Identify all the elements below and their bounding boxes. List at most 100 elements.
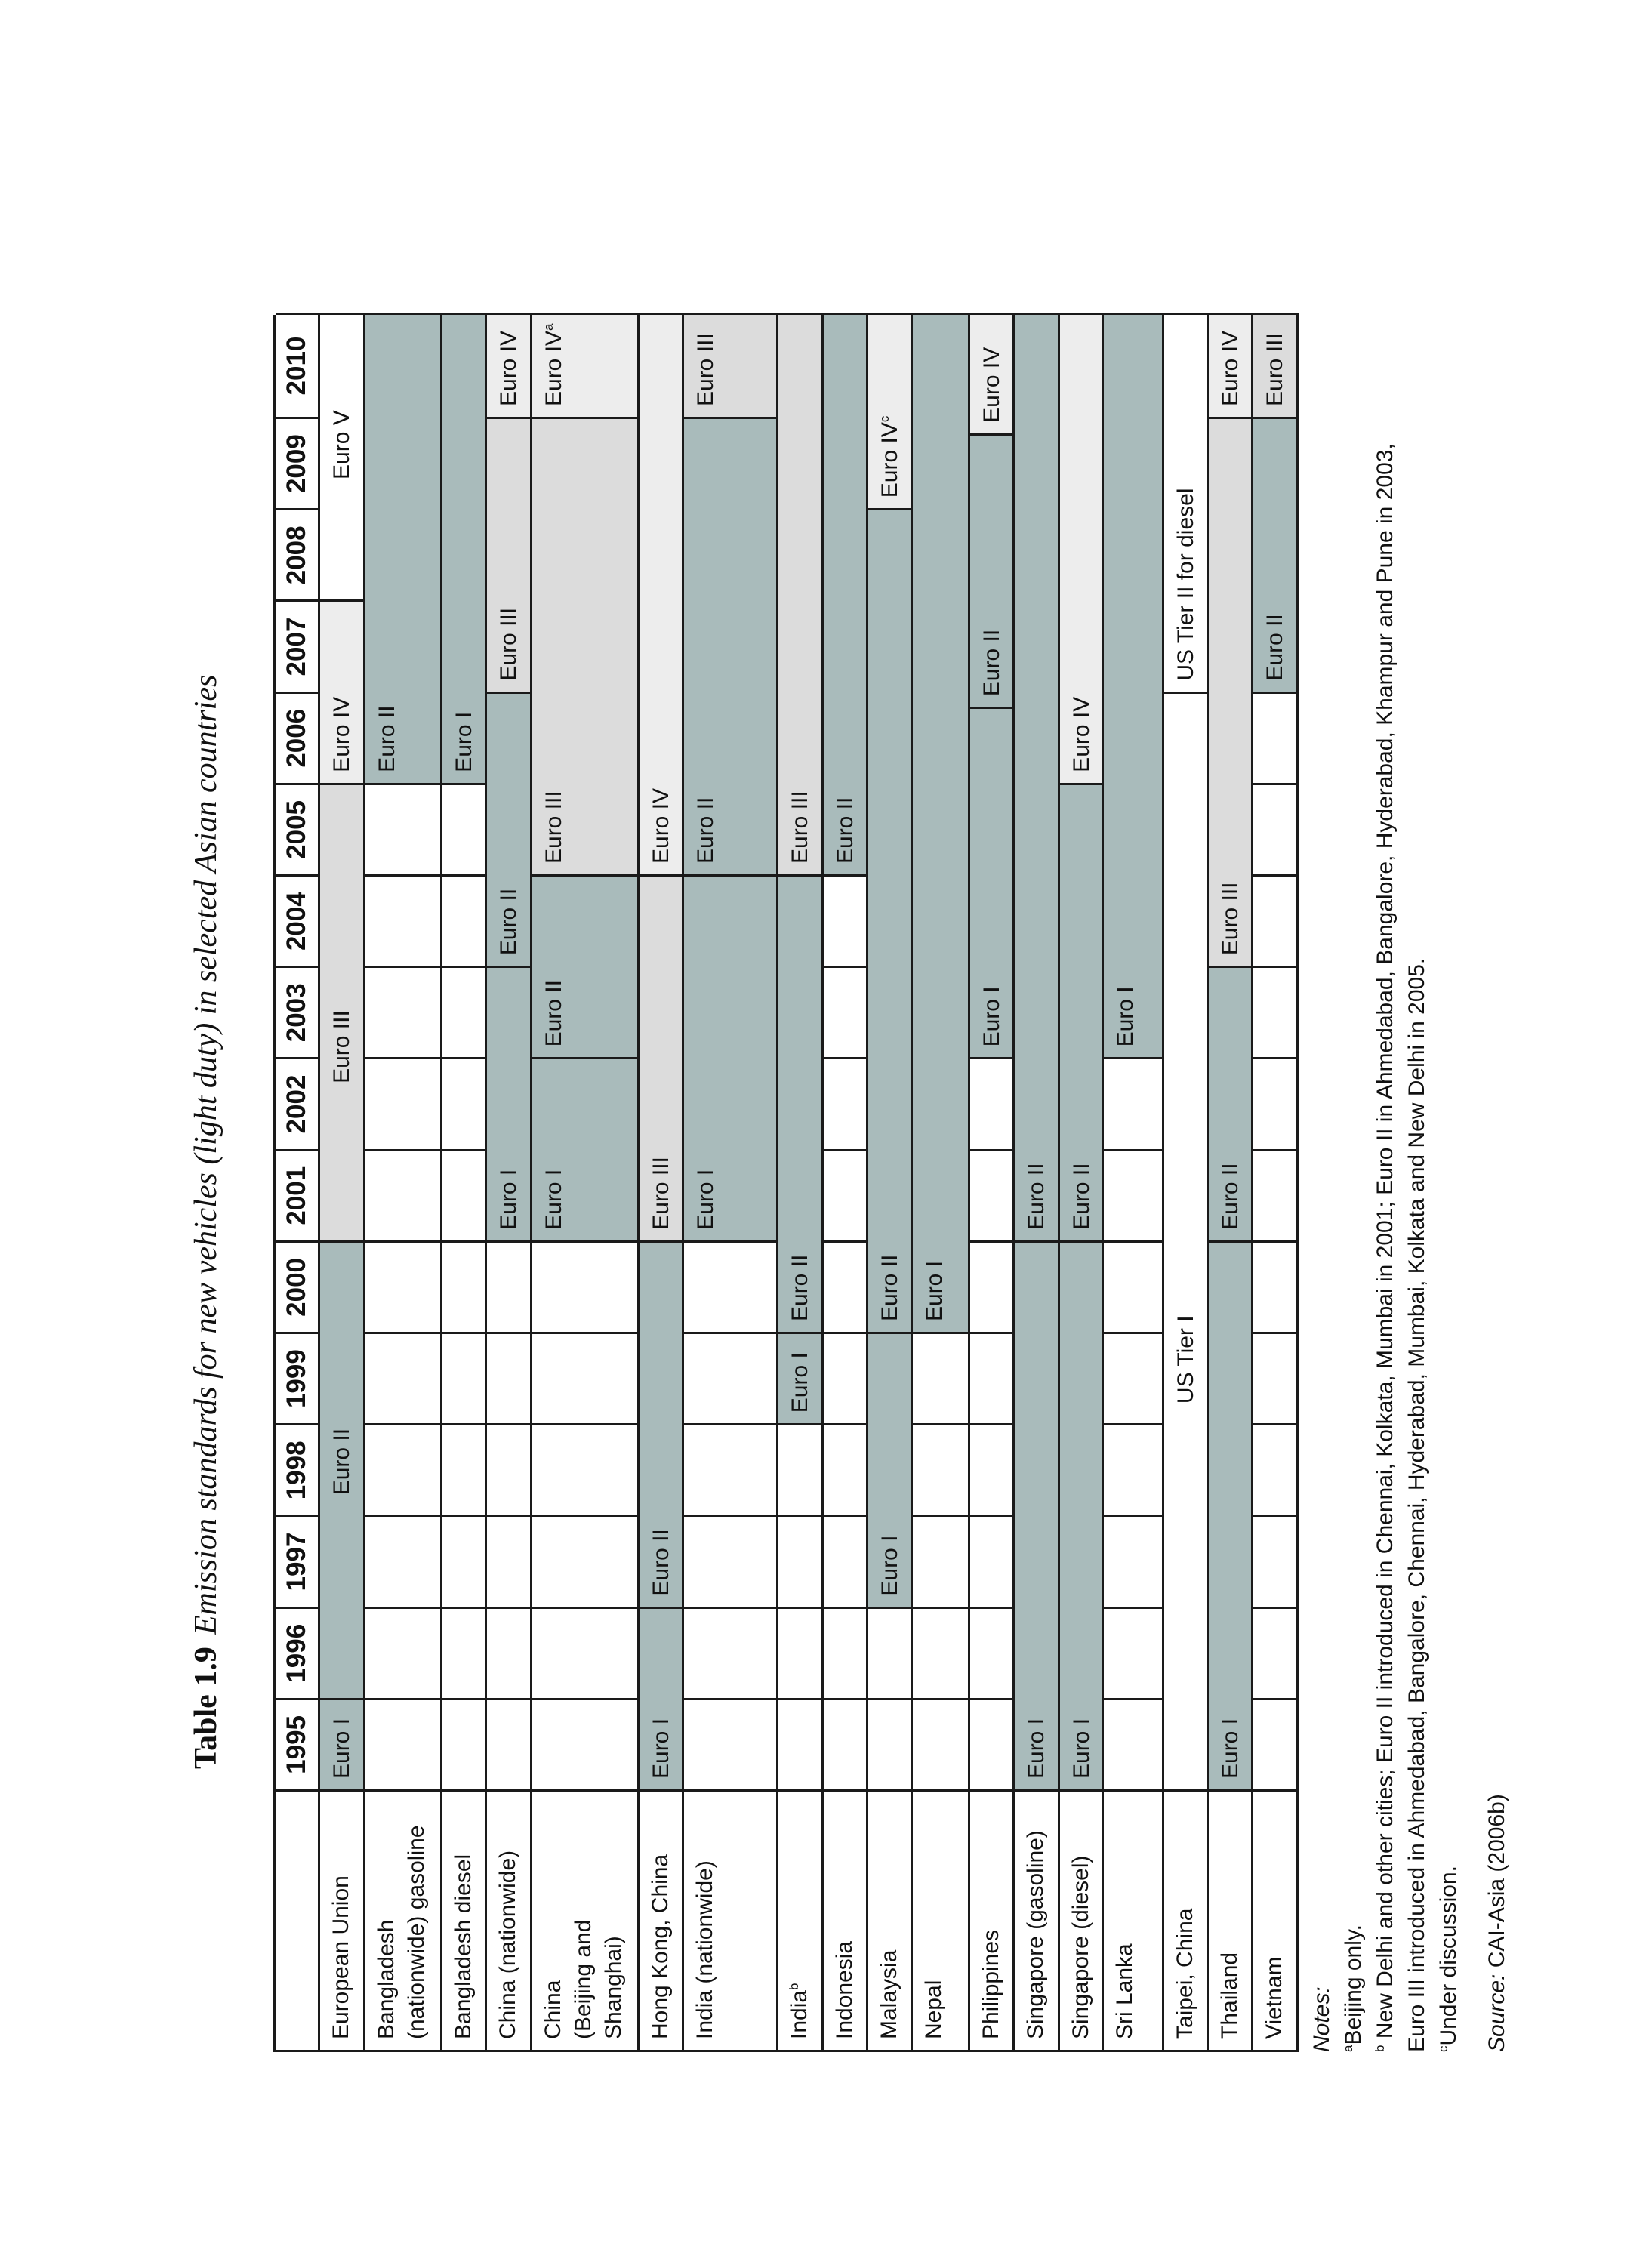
row-label: Philippines xyxy=(970,1789,1015,2050)
year-header-2009: 2009 xyxy=(276,417,320,509)
standard-label-text: Euro I xyxy=(496,1169,521,1230)
standard-label-text: Euro II xyxy=(979,629,1004,697)
year-header-2002: 2002 xyxy=(276,1057,320,1149)
standard-cell: Euro I xyxy=(778,1332,824,1424)
standard-cell: Euro I xyxy=(1209,1240,1253,1789)
row-label-text: India (nationwide) xyxy=(692,1860,717,2039)
standard-label: Euro III xyxy=(1262,333,1288,406)
empty-year-cell xyxy=(1104,1240,1164,1332)
empty-year-cell xyxy=(365,874,442,966)
standard-label-text: Euro I xyxy=(329,1718,354,1779)
table-row: Philippines Euro I Euro II Euro IV xyxy=(970,313,1015,2050)
standard-cell: Euro V xyxy=(320,313,365,600)
row-label-text: Nepal xyxy=(921,1980,946,2039)
empty-year-cell xyxy=(824,874,868,966)
note-b: b New Delhi and other cities; Euro II in… xyxy=(1373,443,1398,2052)
row-label: Hong Kong, China xyxy=(640,1789,684,2050)
standard-label-text: Euro III xyxy=(649,1157,673,1230)
table-row: Vietnam Euro II Euro III xyxy=(1253,313,1299,2050)
row-label: China (nationwide) xyxy=(487,1789,532,2050)
row-label-text: India xyxy=(787,1989,812,2039)
standard-label: Euro IV xyxy=(649,788,674,864)
table-row: Thailand Euro I Euro II Euro III Euro IV xyxy=(1209,313,1253,2050)
empty-year-cell xyxy=(1104,1697,1164,1789)
table-row: China (Beijing and Shanghai) Euro I Euro I… xyxy=(532,313,640,2050)
standard-label-text: Euro II xyxy=(541,980,566,1047)
standard-cell: Euro IV xyxy=(640,313,684,874)
year-header-2006: 2006 xyxy=(276,691,320,783)
empty-year-cell xyxy=(487,1606,532,1698)
standard-label-text: Euro III xyxy=(787,790,812,864)
standard-cell: Euro III xyxy=(640,874,684,1240)
row-label: European Union xyxy=(320,1789,365,2050)
standard-cell: Euro II xyxy=(824,313,868,874)
standard-label-text: Euro I xyxy=(693,1169,718,1230)
year-header-1999: 1999 xyxy=(276,1332,320,1424)
standard-label-text: US Tier II for diesel xyxy=(1173,488,1198,681)
standard-label: Euro II xyxy=(693,797,719,864)
table-row: Indonesia Euro II xyxy=(824,313,868,2050)
standard-label: Euro II xyxy=(1262,614,1288,680)
source-line: Source: CAI-Asia (2006b) xyxy=(1484,1794,1509,2052)
row-label: Singapore (diesel) xyxy=(1060,1789,1104,2050)
standard-cell: Euro II xyxy=(1209,966,1253,1240)
standard-cell: Euro II xyxy=(487,691,532,966)
year-header-2001: 2001 xyxy=(276,1148,320,1240)
standard-cell: Euro II xyxy=(868,508,913,1332)
row-label-text: Singapore (gasoline) xyxy=(1023,1830,1048,2039)
standard-label: Euro IVa xyxy=(541,323,567,406)
empty-year-cell xyxy=(365,1606,442,1698)
standard-cell: Euro IV xyxy=(1060,313,1104,783)
standard-cell: Euro II xyxy=(365,313,442,783)
row-label-text: Sri Lanka xyxy=(1112,1943,1137,2039)
table-caption: Emission standards for new vehicles (lig… xyxy=(189,674,223,1635)
row-label: China (Beijing and Shanghai) xyxy=(532,1789,640,2050)
empty-year-cell xyxy=(913,1606,970,1698)
empty-year-cell xyxy=(532,1423,640,1515)
empty-year-cell xyxy=(487,1332,532,1424)
standard-label-text: Euro IV xyxy=(496,330,521,406)
standard-label-text: Euro IV xyxy=(649,787,673,864)
empty-year-cell xyxy=(1104,1515,1164,1607)
empty-year-cell xyxy=(532,1332,640,1424)
row-label: Taipei, China xyxy=(1164,1789,1209,2050)
empty-year-cell xyxy=(1253,1697,1299,1789)
year-header-2004: 2004 xyxy=(276,874,320,966)
empty-year-cell xyxy=(442,1423,487,1515)
standard-cell: Euro I xyxy=(1104,313,1164,1058)
standard-label-text: Euro IV xyxy=(1218,330,1243,406)
standard-label-text: Euro II xyxy=(1262,614,1287,681)
standard-label-text: Euro III xyxy=(1262,333,1287,406)
header-row: 1995 1996 1997 1998 1999 2000 2001 2002 2003 2004… xyxy=(276,313,320,2050)
empty-year-cell xyxy=(824,1423,868,1515)
standard-label-text: Euro II xyxy=(1024,1163,1049,1230)
standard-cell: Euro III xyxy=(684,313,778,417)
table-number: Table 1.9 xyxy=(189,1647,223,1769)
empty-year-cell xyxy=(487,1240,532,1332)
table-row: Bangladesh (nationwide) gasoline Euro II xyxy=(365,313,442,2050)
standard-label: Euro III xyxy=(329,1010,355,1083)
standard-cell: Euro I xyxy=(320,1697,365,1789)
standard-label-text: Euro I xyxy=(787,1352,812,1413)
table-row: Singapore (diesel) Euro I Euro II Euro IV xyxy=(1060,313,1104,2050)
standard-cell: Euro III xyxy=(487,417,532,692)
standard-cell: Euro II xyxy=(1015,313,1060,1240)
row-label-text: Philippines xyxy=(979,1929,1003,2039)
empty-year-cell xyxy=(684,1697,778,1789)
standard-label: Euro II xyxy=(979,630,1005,696)
empty-year-cell xyxy=(487,1697,532,1789)
standard-cell: Euro I xyxy=(442,313,487,783)
row-label: Vietnam xyxy=(1253,1789,1299,2050)
year-header-1995: 1995 xyxy=(276,1697,320,1789)
standard-label-text: Euro I xyxy=(649,1718,673,1779)
row-label-text: Singapore (diesel) xyxy=(1068,1855,1093,2039)
standard-label-text: Euro III xyxy=(329,1010,354,1083)
standard-cell: US Tier II for diesel xyxy=(1164,313,1209,692)
standard-label-text: Euro IV xyxy=(1069,696,1094,772)
empty-year-cell xyxy=(824,1697,868,1789)
year-header-1998: 1998 xyxy=(276,1423,320,1515)
empty-year-cell xyxy=(684,1606,778,1698)
year-header-2010: 2010 xyxy=(276,313,320,417)
standard-label: Euro II xyxy=(877,1255,903,1321)
standard-label: Euro II xyxy=(787,1255,813,1321)
